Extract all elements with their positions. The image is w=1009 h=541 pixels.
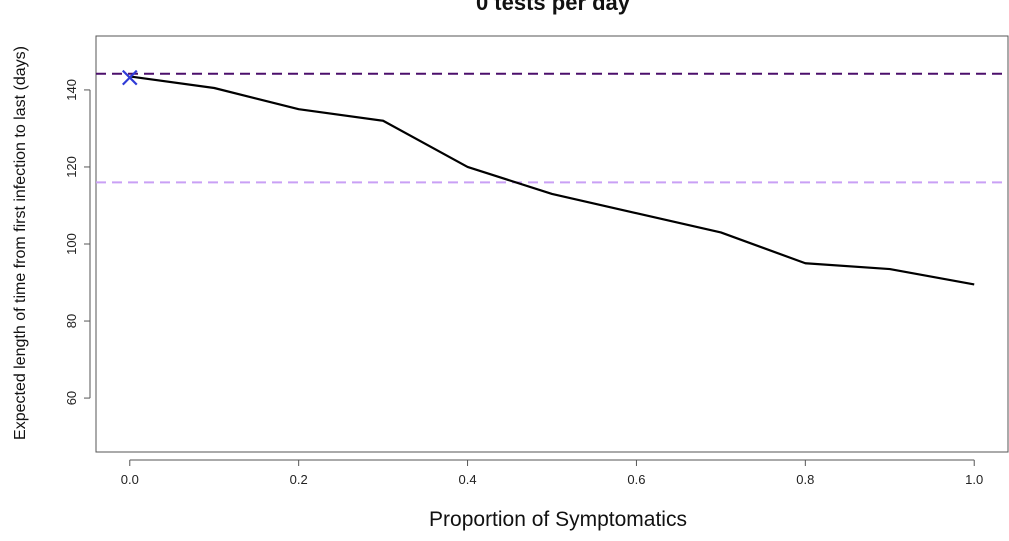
x-axis-title: Proportion of Symptomatics <box>429 508 687 531</box>
y-tick-label: 60 <box>64 391 79 405</box>
plot-frame <box>95 35 1009 453</box>
series-group <box>129 75 975 286</box>
x-tick-label: 0.2 <box>290 472 308 487</box>
reference-lines <box>96 72 1008 184</box>
chart-title: 0 tests per day <box>476 0 631 15</box>
series-line-1 <box>129 75 975 286</box>
x-marker <box>121 69 138 86</box>
y-axis: 60 80 100 120 140 <box>64 79 91 405</box>
x-tick-label: 0.6 <box>627 472 645 487</box>
y-tick-label: 120 <box>64 156 79 178</box>
y-tick-label: 100 <box>64 233 79 255</box>
x-tick-label: 0.0 <box>121 472 139 487</box>
x-tick-label: 0.4 <box>459 472 477 487</box>
y-tick-label: 80 <box>64 314 79 328</box>
x-tick-label: 0.8 <box>796 472 814 487</box>
x-axis: 0.0 0.2 0.4 0.6 0.8 1.0 <box>121 459 983 487</box>
markers-group <box>121 69 138 86</box>
y-axis-title: Expected length of time from first infec… <box>12 46 29 440</box>
x-marker-stroke <box>121 69 138 86</box>
x-tick-label: 1.0 <box>965 472 983 487</box>
y-tick-label: 140 <box>64 79 79 101</box>
